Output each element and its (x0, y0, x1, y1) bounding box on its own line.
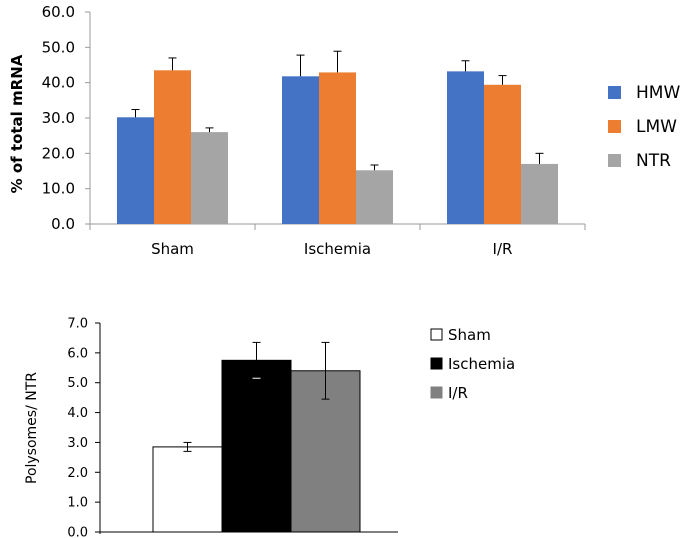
chart2-y-tick-label: 7.0 (67, 317, 88, 332)
chart2-legend-swatch (430, 328, 443, 341)
chart2-bar-sham (152, 446, 223, 533)
chart1-bar-lmw (154, 70, 191, 224)
chart2-legend-label: Sham (448, 326, 491, 344)
chart2-bar-ischemia (221, 359, 292, 533)
chart2-y-tick-label: 4.0 (67, 406, 88, 421)
chart2-y-axis-label: Polysomes/ NTR (24, 372, 40, 484)
chart1-bar-ntr (191, 132, 228, 224)
chart1-y-tick-label: 30.0 (42, 109, 75, 127)
chart2-y-tick-label: 2.0 (67, 466, 88, 481)
chart2-y-tick-label: 1.0 (67, 496, 88, 511)
chart2-legend-label: I/R (448, 384, 468, 402)
chart1-legend-label: LMW (636, 117, 677, 137)
chart1-y-tick-label: 50.0 (42, 38, 75, 56)
chart1-category-label: Ischemia (304, 240, 371, 258)
chart1-bar-hmw (282, 76, 319, 224)
chart1-bar-ntr (521, 163, 558, 224)
chart1-legend-label: HMW (636, 83, 680, 103)
chart1-y-tick-label: 40.0 (42, 74, 75, 92)
chart1-y-tick-label: 0.0 (51, 215, 75, 233)
chart2-y-tick-label: 0.0 (67, 526, 88, 538)
chart2-legend-swatch (430, 386, 443, 399)
chart2-y-tick-label: 5.0 (67, 376, 88, 391)
chart1-y-tick-label: 60.0 (42, 3, 75, 21)
chart1-legend-swatch-lmw (608, 120, 621, 133)
chart1-bar-hmw (447, 71, 484, 224)
chart1-bar-hmw (117, 117, 154, 224)
chart1-legend-label: NTR (636, 151, 671, 171)
chart2-legend-swatch (430, 357, 443, 370)
chart-mrna-distribution: % of total mRNA 0.0 10.0 20.0 30.0 40.0 50.0 6… (8, 3, 680, 258)
chart1-category-label: Sham (151, 240, 194, 258)
chart2-y-tick-label: 3.0 (67, 436, 88, 451)
chart1-category-label: I/R (493, 240, 513, 258)
chart1-bar-ntr (356, 170, 393, 224)
chart1-legend-swatch-hmw (608, 86, 621, 99)
chart1-y-tick-label: 20.0 (42, 144, 75, 162)
chart1-bar-lmw (484, 84, 521, 224)
chart1-y-tick-label: 10.0 (42, 180, 75, 198)
chart1-legend-swatch-ntr (608, 154, 621, 167)
chart2-y-tick-label: 6.0 (67, 346, 88, 361)
chart2-legend-label: Ischemia (448, 355, 515, 373)
chart1-bar-lmw (319, 72, 356, 224)
chart-polysome-ratio: Polysomes/ NTR 0.01.02.03.04.05.06.07.0 … (24, 317, 515, 538)
chart1-y-axis-label: % of total mRNA (8, 54, 26, 193)
